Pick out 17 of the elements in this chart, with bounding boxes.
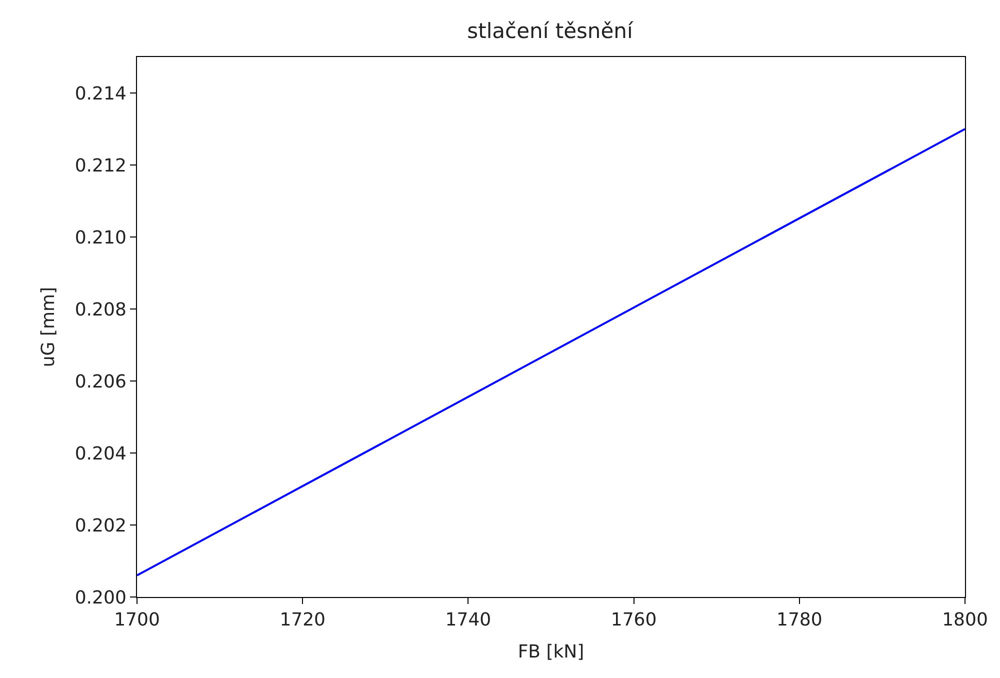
x-tick-label: 1720 — [280, 610, 326, 631]
x-axis-title: FB [kN] — [518, 642, 584, 663]
y-tick-label: 0.204 — [74, 443, 126, 464]
x-tick-label: 1700 — [114, 610, 160, 631]
y-tick-label: 0.208 — [74, 299, 126, 320]
y-tick-label: 0.200 — [74, 587, 126, 608]
y-tick-label: 0.210 — [74, 227, 126, 248]
y-tick-label: 0.202 — [74, 515, 126, 536]
x-tick-label: 1740 — [445, 610, 492, 631]
y-axis-title: uG [mm] — [38, 286, 60, 368]
chart-title: stlačení těsnění — [467, 18, 634, 43]
y-tick-label: 0.206 — [74, 371, 126, 392]
x-tick-label: 1800 — [942, 610, 988, 631]
x-tick-label: 1780 — [776, 610, 822, 631]
y-tick-label: 0.214 — [74, 83, 126, 104]
x-tick-label: 1760 — [610, 610, 657, 631]
y-tick-label: 0.212 — [74, 155, 126, 176]
